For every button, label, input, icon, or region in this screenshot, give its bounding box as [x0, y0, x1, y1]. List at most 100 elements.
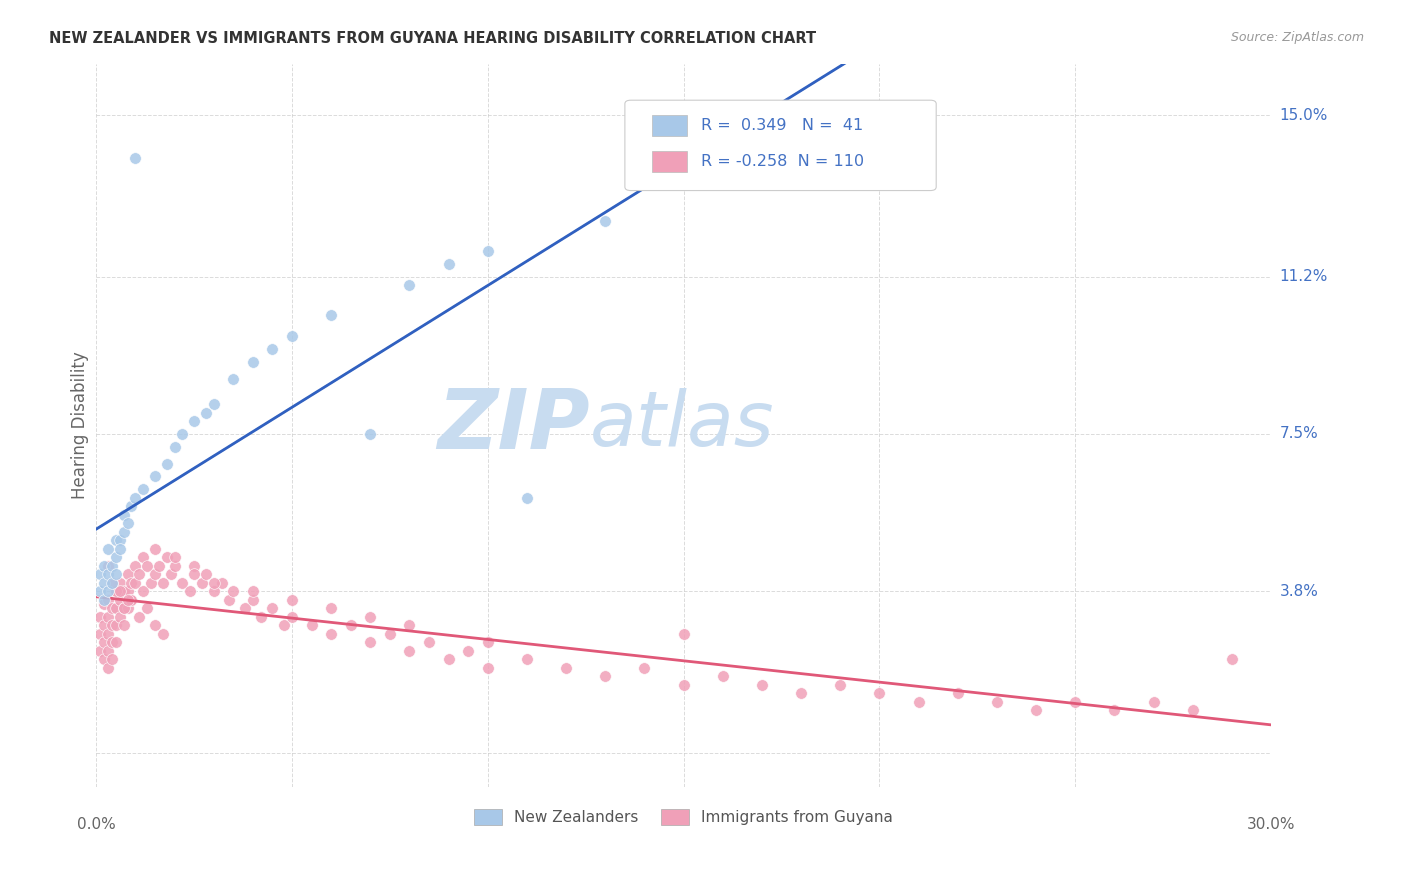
Point	[104, 618, 127, 632]
Point	[89, 609, 111, 624]
Point	[143, 469, 166, 483]
Point	[339, 618, 361, 632]
Text: Source: ZipAtlas.com: Source: ZipAtlas.com	[1230, 31, 1364, 45]
Point	[477, 661, 499, 675]
Point	[281, 592, 304, 607]
Y-axis label: Hearing Disability: Hearing Disability	[72, 351, 89, 500]
Point	[477, 635, 499, 649]
Point	[172, 426, 194, 441]
Point	[516, 491, 538, 505]
Point	[108, 575, 131, 590]
Point	[124, 575, 146, 590]
Point	[156, 457, 179, 471]
Point	[101, 575, 124, 590]
Point	[218, 592, 240, 607]
Point	[273, 618, 295, 632]
Point	[143, 618, 166, 632]
Point	[117, 584, 139, 599]
Point	[143, 541, 166, 556]
Point	[457, 644, 479, 658]
Point	[262, 601, 284, 615]
Point	[1220, 652, 1243, 666]
Point	[183, 567, 205, 582]
Point	[112, 508, 135, 522]
Point	[163, 440, 186, 454]
Point	[148, 558, 170, 573]
Point	[117, 516, 139, 531]
Point	[711, 669, 734, 683]
Point	[1181, 703, 1204, 717]
Point	[120, 500, 142, 514]
Point	[101, 652, 124, 666]
Text: R = -0.258  N = 110: R = -0.258 N = 110	[702, 154, 865, 169]
Point	[108, 584, 131, 599]
Point	[202, 575, 225, 590]
Point	[97, 627, 120, 641]
Point	[132, 482, 155, 496]
Text: 30.0%: 30.0%	[1247, 817, 1295, 832]
Point	[97, 644, 120, 658]
Point	[124, 558, 146, 573]
Point	[101, 635, 124, 649]
Point	[159, 567, 181, 582]
Point	[242, 592, 264, 607]
Point	[112, 584, 135, 599]
Point	[179, 584, 201, 599]
Point	[89, 584, 111, 599]
Text: ZIP: ZIP	[437, 385, 589, 466]
Point	[907, 695, 929, 709]
Point	[516, 652, 538, 666]
Point	[120, 592, 142, 607]
Point	[97, 592, 120, 607]
Point	[418, 635, 440, 649]
Point	[595, 669, 617, 683]
Point	[378, 627, 401, 641]
Point	[437, 257, 460, 271]
Point	[128, 567, 150, 582]
Point	[233, 601, 256, 615]
Point	[152, 627, 174, 641]
Point	[136, 601, 159, 615]
Point	[93, 575, 115, 590]
Point	[120, 592, 142, 607]
Point	[104, 601, 127, 615]
Point	[249, 609, 271, 624]
Point	[101, 618, 124, 632]
Point	[93, 597, 115, 611]
Point	[104, 584, 127, 599]
Point	[321, 627, 343, 641]
Point	[101, 601, 124, 615]
Point	[986, 695, 1008, 709]
Text: 15.0%: 15.0%	[1279, 108, 1327, 122]
Point	[183, 414, 205, 428]
Point	[790, 686, 813, 700]
Point	[172, 575, 194, 590]
Text: R =  0.349   N =  41: R = 0.349 N = 41	[702, 118, 863, 133]
Point	[89, 567, 111, 582]
Point	[242, 584, 264, 599]
Point	[281, 609, 304, 624]
Point	[262, 342, 284, 356]
Point	[139, 575, 162, 590]
Point	[672, 678, 695, 692]
Point	[97, 584, 120, 599]
Point	[222, 372, 245, 386]
Point	[191, 575, 214, 590]
Point	[202, 397, 225, 411]
Point	[136, 558, 159, 573]
Point	[124, 491, 146, 505]
Point	[104, 635, 127, 649]
Point	[194, 406, 217, 420]
Text: NEW ZEALANDER VS IMMIGRANTS FROM GUYANA HEARING DISABILITY CORRELATION CHART: NEW ZEALANDER VS IMMIGRANTS FROM GUYANA …	[49, 31, 817, 46]
Point	[117, 592, 139, 607]
Point	[321, 601, 343, 615]
Point	[112, 524, 135, 539]
Point	[183, 558, 205, 573]
Point	[751, 678, 773, 692]
Point	[93, 592, 115, 607]
Point	[194, 567, 217, 582]
Point	[672, 172, 695, 186]
Point	[672, 627, 695, 641]
Point	[97, 661, 120, 675]
Point	[108, 533, 131, 548]
